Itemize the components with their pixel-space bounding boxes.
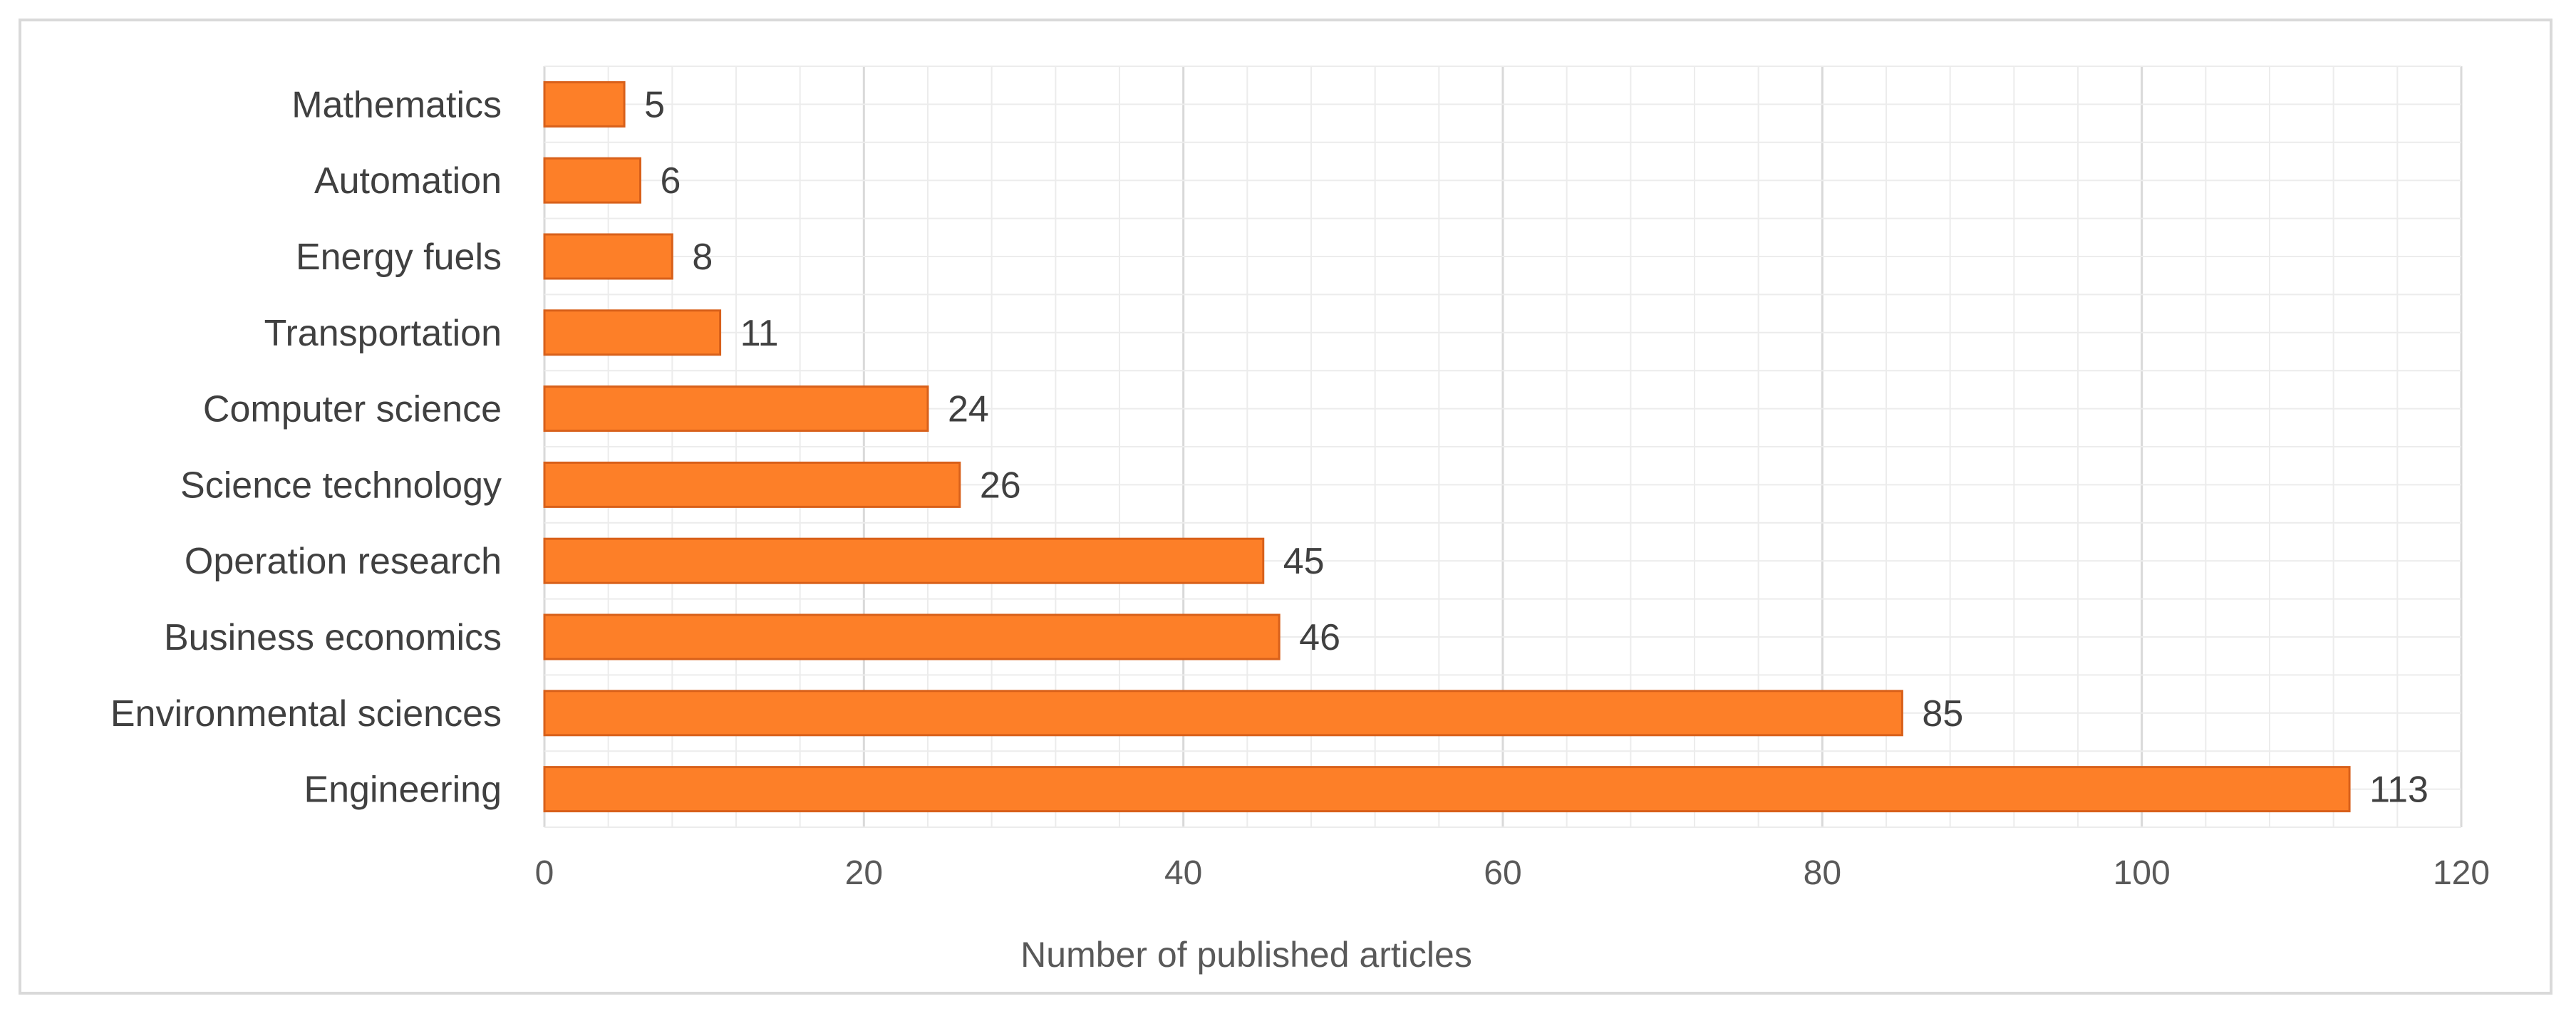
category-label: Automation xyxy=(314,160,502,202)
category-labels: Mathematics Automation Energy fuels Transpo… xyxy=(110,84,502,810)
category-label: Energy fuels xyxy=(296,237,502,278)
category-label: Mathematics xyxy=(291,84,502,125)
category-label: Environmental sciences xyxy=(110,693,502,735)
x-tick-labels: 0 20 40 60 80 100 120 xyxy=(535,854,2490,892)
x-tick-label: 40 xyxy=(1164,854,1202,892)
bar-science-technology xyxy=(543,461,961,508)
category-label: Engineering xyxy=(304,769,502,811)
data-label: 45 xyxy=(1283,541,1325,582)
data-label: 85 xyxy=(1922,693,1963,735)
x-tick-label: 100 xyxy=(2114,854,2171,892)
chart-frame xyxy=(19,19,2552,995)
value-labels: 5 68 11 24 26 45 46 85 113 xyxy=(644,84,2428,810)
category-label: Computer science xyxy=(203,389,502,430)
data-label: 5 xyxy=(644,84,665,125)
x-tick-label: 0 xyxy=(535,854,554,892)
bar-automation xyxy=(543,157,641,204)
data-label: 24 xyxy=(948,389,989,430)
bars xyxy=(543,81,2351,813)
bar-business-economics xyxy=(543,613,1281,660)
bar-energy-fuels xyxy=(543,233,673,280)
x-tick-label: 60 xyxy=(1484,854,1521,892)
category-label: Science technology xyxy=(180,465,502,506)
x-tick-label: 20 xyxy=(845,854,883,892)
bar-engineering xyxy=(543,766,2351,813)
data-label: 8 xyxy=(692,237,713,278)
data-label: 11 xyxy=(740,313,779,354)
bar-operation-research xyxy=(543,537,1265,584)
data-label: 113 xyxy=(2369,769,2428,811)
bar-environmental-sciences xyxy=(543,690,1903,737)
x-axis-title: Number of published articles xyxy=(1020,935,1472,975)
bar-transportation xyxy=(543,309,722,356)
x-tick-label: 80 xyxy=(1804,854,1841,892)
category-label: Operation research xyxy=(185,541,502,582)
bar-mathematics xyxy=(543,81,626,128)
category-label: Business economics xyxy=(164,617,502,658)
data-label: 26 xyxy=(980,465,1021,506)
bar-computer-science xyxy=(543,385,929,432)
x-tick-label: 120 xyxy=(2433,854,2490,892)
data-label: 6 xyxy=(661,160,681,202)
data-label: 46 xyxy=(1299,617,1340,658)
category-label: Transportation xyxy=(264,313,502,354)
